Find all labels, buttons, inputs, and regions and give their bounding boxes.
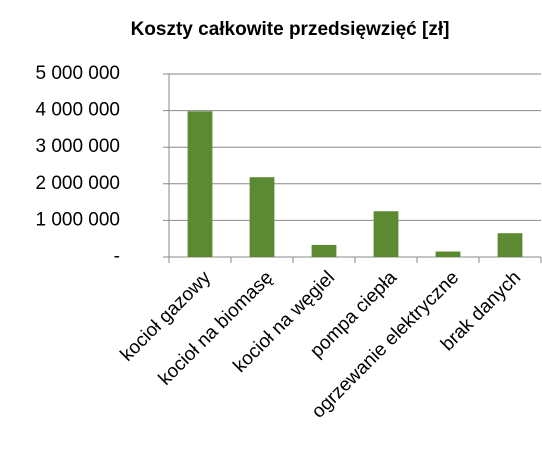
y-tick-label: 5 000 000	[35, 63, 120, 84]
chart-title: Koszty całkowite przedsięwzięć [zł]	[131, 19, 450, 40]
bar	[373, 211, 399, 257]
y-tick-label: 2 000 000	[35, 173, 120, 194]
bar	[497, 233, 523, 257]
bar	[311, 244, 337, 257]
bar	[435, 251, 461, 257]
bar	[249, 177, 275, 257]
y-tick-label: 1 000 000	[35, 209, 120, 230]
y-tick-label: -	[114, 246, 120, 267]
y-tick-label: 4 000 000	[35, 100, 120, 121]
bar	[187, 111, 213, 257]
x-tick-label: kocioł na biomasę	[155, 267, 277, 389]
y-tick-label: 3 000 000	[35, 136, 120, 157]
